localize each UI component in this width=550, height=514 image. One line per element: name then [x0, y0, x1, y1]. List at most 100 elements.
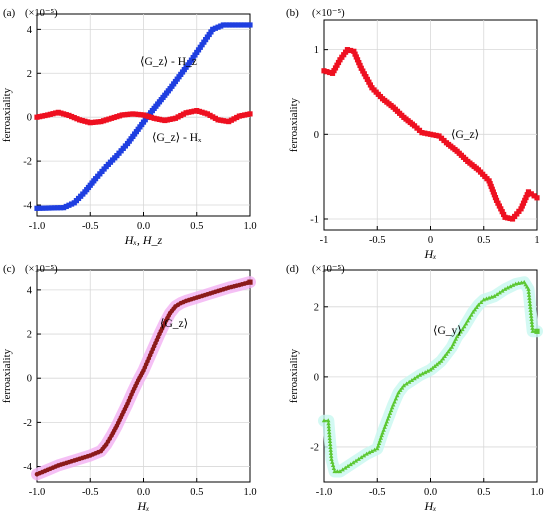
data-point [528, 310, 534, 315]
data-point [194, 108, 200, 114]
y-tick-label: -2 [310, 442, 319, 453]
data-point [356, 60, 362, 66]
data-point [328, 441, 333, 446]
x-tick-label: 1.0 [530, 487, 543, 498]
data-point [376, 441, 382, 446]
data-point [529, 316, 534, 321]
data-point [528, 304, 533, 309]
data-point [180, 111, 187, 117]
data-point [356, 456, 361, 461]
y-tick-label: -2 [23, 418, 32, 429]
data-point [159, 117, 165, 123]
data-point [353, 458, 359, 463]
data-point [79, 117, 85, 124]
x-tick-label: -1.0 [29, 487, 46, 498]
data-point [434, 362, 440, 367]
data-point [207, 112, 213, 118]
data-point [172, 115, 179, 121]
data-point [412, 376, 417, 381]
data-point [66, 112, 72, 119]
x-tick-label: -0.5 [369, 235, 386, 246]
data-point [375, 446, 380, 451]
data-point [162, 117, 168, 124]
y-tick-label: 4 [27, 25, 33, 36]
data-point [489, 186, 495, 192]
data-point [235, 22, 241, 28]
x-tick-label: -1.0 [29, 221, 46, 232]
data-point [247, 111, 253, 117]
y-axis-label: ferroaxiality [1, 348, 13, 403]
data-point [143, 113, 149, 119]
data-point [329, 453, 334, 458]
data-point [167, 116, 173, 122]
data-point [450, 342, 456, 347]
data-point [360, 68, 366, 74]
y-tick-label: -1 [310, 214, 319, 225]
x-tick-label: -0.5 [369, 487, 386, 498]
panel-label: (d) [286, 263, 299, 275]
x-tick-label: -0.5 [82, 487, 99, 498]
data-point [470, 309, 476, 314]
data-point [223, 22, 229, 28]
data-point [524, 192, 530, 198]
data-point [100, 118, 107, 124]
y-tick-label: 0 [314, 372, 319, 383]
data-point [330, 462, 336, 467]
data-point [327, 436, 332, 441]
data-point [505, 285, 510, 290]
data-point [381, 427, 386, 432]
data-point [327, 439, 333, 444]
data-point [527, 301, 533, 306]
data-point [493, 197, 500, 203]
data-point [241, 22, 247, 28]
data-point [188, 109, 195, 115]
data-point [331, 466, 337, 471]
data-point [353, 54, 359, 60]
data-point [492, 293, 497, 298]
data-point [463, 321, 469, 326]
y-tick-label: -4 [23, 462, 32, 473]
data-point [226, 118, 232, 125]
data-point [367, 82, 374, 88]
data-point [531, 193, 537, 199]
data-point [34, 114, 40, 120]
data-point [358, 65, 364, 71]
x-tick-label: 1.0 [243, 221, 256, 232]
data-point [380, 430, 385, 435]
x-tick-label: 1.0 [243, 487, 256, 498]
data-point [82, 118, 88, 124]
data-point [103, 117, 109, 123]
data-point [345, 463, 351, 468]
chart-panel-2: (b) (×10⁻⁵) -1 -0.5 0 0.5 1 -1 0 1 ferroaxiality Hₓ… [286, 7, 540, 261]
data-point [329, 70, 336, 76]
data-point [498, 206, 504, 212]
data-point [453, 336, 458, 341]
data-point [327, 433, 332, 438]
data-point [69, 113, 75, 120]
data-point [472, 307, 478, 312]
data-point [361, 453, 367, 458]
data-point [247, 279, 253, 285]
data-point [326, 427, 332, 432]
data-point [106, 116, 112, 122]
data-point [529, 319, 535, 324]
data-point [199, 109, 205, 115]
data-point [364, 451, 369, 456]
data-point [328, 450, 334, 455]
data-point [321, 418, 327, 423]
data-point [501, 211, 507, 218]
data-point [510, 282, 516, 287]
data-point [401, 383, 407, 388]
data-point [218, 117, 224, 123]
data-point [369, 448, 375, 453]
data-point [202, 110, 208, 116]
data-point [528, 307, 533, 312]
data-point [458, 329, 463, 334]
data-point [395, 393, 400, 398]
data-point [527, 295, 532, 300]
data-point [359, 455, 364, 460]
data-point [440, 356, 446, 361]
data-point [519, 203, 525, 209]
data-point [385, 416, 391, 421]
data-point [375, 443, 381, 448]
